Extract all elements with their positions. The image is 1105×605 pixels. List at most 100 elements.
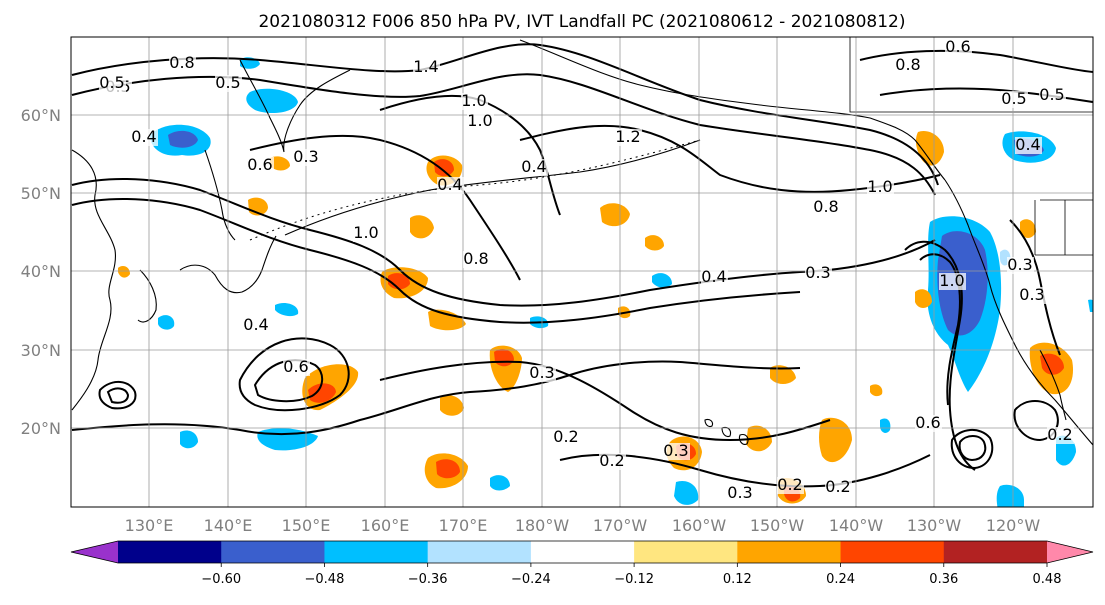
contour-label-bg	[437, 177, 464, 194]
state-border-5	[849, 37, 1093, 113]
contour-label-bg	[169, 55, 196, 72]
shade-orange-21	[915, 130, 944, 166]
contour-label-bg	[945, 39, 972, 56]
coast-asia-east	[71, 149, 116, 411]
contour-label-bg	[353, 225, 380, 242]
contour-label-bg	[813, 199, 840, 216]
colorbar-segment	[118, 541, 222, 563]
contour-sub-1	[238, 337, 350, 412]
contour-label: 1.4	[413, 57, 438, 76]
contour-jet-5	[249, 134, 521, 281]
colorbar-tick-label: 0.48	[1033, 572, 1062, 587]
shade-orange-13	[645, 235, 664, 251]
contour-label-bg	[1007, 257, 1034, 274]
contour-labels: 0.5 0.8 0.5 1.4 1.0 1.2 0.6 0.6 0.5 0.3 0.4 0.4 1.0 0…	[99, 37, 1074, 502]
contour-label: 0.2	[1047, 425, 1072, 444]
shade-orange-10	[440, 395, 464, 416]
contour-label: 0.4	[701, 267, 726, 286]
contour-label: 0.4	[437, 175, 462, 194]
contour-label-bg	[283, 359, 310, 376]
contour-label-bg	[701, 269, 728, 286]
contour-label: 0.5	[1039, 85, 1064, 104]
contour-label-bg	[463, 251, 490, 268]
contour-east-1	[904, 240, 976, 471]
shade-blue-4	[158, 315, 175, 330]
longitude-labels: 130°E 140°E 150°E 160°E 170°E 180°W 170°…	[125, 516, 1041, 535]
colorbar-extend-max	[1047, 541, 1093, 563]
contour-label-bg	[99, 75, 126, 92]
coast-aleutians	[284, 139, 701, 236]
lon-label-130e: 130°E	[125, 516, 174, 535]
contour-label-bg	[243, 317, 270, 334]
colorbar-segment	[324, 541, 429, 563]
contour-sub-3	[71, 360, 801, 436]
colorbar-segment	[530, 541, 635, 563]
contour-label: 1.0	[353, 223, 378, 242]
contour-label-bg	[1047, 427, 1074, 444]
contour-sub-4	[379, 360, 831, 442]
lon-label-140w: 140°W	[829, 516, 884, 535]
shade-blue-15	[996, 484, 1024, 507]
coast-baja	[1039, 349, 1067, 421]
contour-label-bg	[461, 93, 488, 110]
contour-low-1	[950, 429, 994, 470]
contour-label: 0.3	[1019, 285, 1044, 304]
contour-label: 0.4	[521, 157, 546, 176]
coastlines	[71, 37, 1093, 446]
contour-label-bg	[293, 149, 320, 166]
contour-label-bg	[247, 157, 274, 174]
contour-west-2	[106, 387, 130, 404]
contour-label-bg	[867, 179, 894, 196]
contour-label-bg	[805, 265, 832, 282]
colorbar: −0.60 −0.48 −0.36 −0.24 −0.12 0.12 0.24 0.36 0.4…	[70, 540, 1094, 587]
contour-label: 0.4	[1015, 135, 1040, 154]
shade-blue-9	[490, 475, 510, 491]
contour-label-bg	[663, 443, 690, 460]
colorbar-segment	[840, 541, 945, 563]
colorbar-segment	[737, 541, 842, 563]
contour-label: 0.4	[243, 315, 268, 334]
contour-label-bg	[1001, 91, 1028, 108]
shade-red-1	[308, 383, 336, 403]
lon-label-130w: 130°W	[907, 516, 962, 535]
graticule	[71, 37, 1093, 507]
contour-sub-2	[253, 359, 324, 403]
contour-label: 0.6	[283, 357, 308, 376]
contour-label: 0.4	[131, 127, 156, 146]
shade-orange-3	[118, 266, 130, 278]
colorbar-tick-label: −0.24	[511, 572, 551, 587]
shade-blue-2	[246, 88, 298, 114]
shade-red-8	[1040, 353, 1064, 375]
contour-label: 0.3	[529, 363, 554, 382]
lon-label-170w: 170°W	[593, 516, 648, 535]
lon-label-180w: 180°W	[515, 516, 570, 535]
contour-label: 0.5	[1001, 89, 1026, 108]
contour-jet-2	[71, 73, 936, 196]
contour-label: 0.2	[553, 427, 578, 446]
contour-label: 0.8	[813, 197, 838, 216]
shade-blue-11	[674, 480, 699, 505]
contour-label: 1.0	[867, 177, 892, 196]
coast-sakhalin	[204, 149, 236, 241]
lat-label-50n: 50°N	[21, 184, 61, 203]
contour-label-bg	[939, 273, 966, 290]
lat-label-20n: 20°N	[21, 419, 61, 438]
colorbar-segment	[221, 541, 325, 563]
lat-label-60n: 60°N	[21, 106, 61, 125]
shade-orange-2	[270, 156, 290, 171]
coast-na-west	[944, 179, 1093, 446]
contour-label: 1.0	[467, 111, 492, 130]
contour-label: 0.2	[825, 477, 850, 496]
colorbar-extend-min	[71, 541, 118, 563]
contour-label: 0.5	[215, 73, 240, 92]
contour-label-bg	[553, 429, 580, 446]
shade-blue-17	[1088, 299, 1093, 312]
contour-east-3	[1009, 219, 1061, 356]
lon-label-140e: 140°E	[204, 516, 253, 535]
contour-jet-4	[71, 197, 801, 324]
contour-label-bg	[825, 479, 852, 496]
coast-kamchatka	[239, 59, 351, 153]
contour-label-bg	[895, 57, 922, 74]
colorbar-segment	[634, 541, 738, 563]
